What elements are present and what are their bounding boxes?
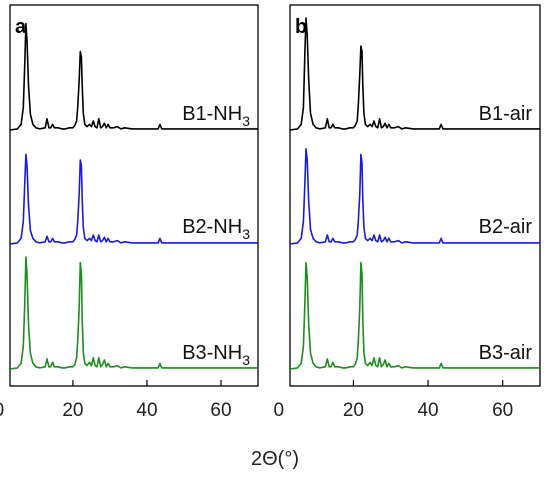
x-tick-label: 60 [492, 400, 513, 421]
series-label-2: B2-air [479, 216, 533, 238]
series-line-2 [289, 148, 540, 245]
panel-a: 0 20 40 60 a B1-NH3 B2-NH3 B3-NH3 [0, 4, 259, 421]
plot-frame [9, 4, 259, 387]
series-line-3 [289, 261, 540, 370]
panel-letter: a [15, 16, 27, 38]
series-label-1: B1-air [479, 103, 533, 125]
x-tick-label: 20 [62, 400, 83, 421]
x-tick-label: 0 [274, 400, 285, 421]
series-label-1: B1-NH3 [182, 103, 250, 129]
x-tick-label: 40 [136, 400, 157, 421]
series-line-3 [9, 256, 258, 370]
x-tick-label: 40 [417, 400, 438, 421]
series-label-2: B2-NH3 [182, 216, 250, 242]
x-tick-label: 60 [210, 400, 231, 421]
series-line-1 [289, 17, 540, 131]
series-label-3: B3-NH3 [182, 342, 250, 368]
panel-letter: b [295, 16, 307, 38]
series-line-2 [9, 153, 258, 245]
x-tick-label: 20 [343, 400, 364, 421]
panel-b: 0 20 40 60 b B1-air B2-air B3-air [274, 4, 541, 421]
plot-frame [289, 4, 541, 387]
series-label-3: B3-air [479, 342, 533, 364]
x-tick-label: 0 [0, 400, 4, 421]
x-axis-title: 2Θ(°) [251, 448, 299, 470]
series-line-1 [9, 22, 258, 131]
